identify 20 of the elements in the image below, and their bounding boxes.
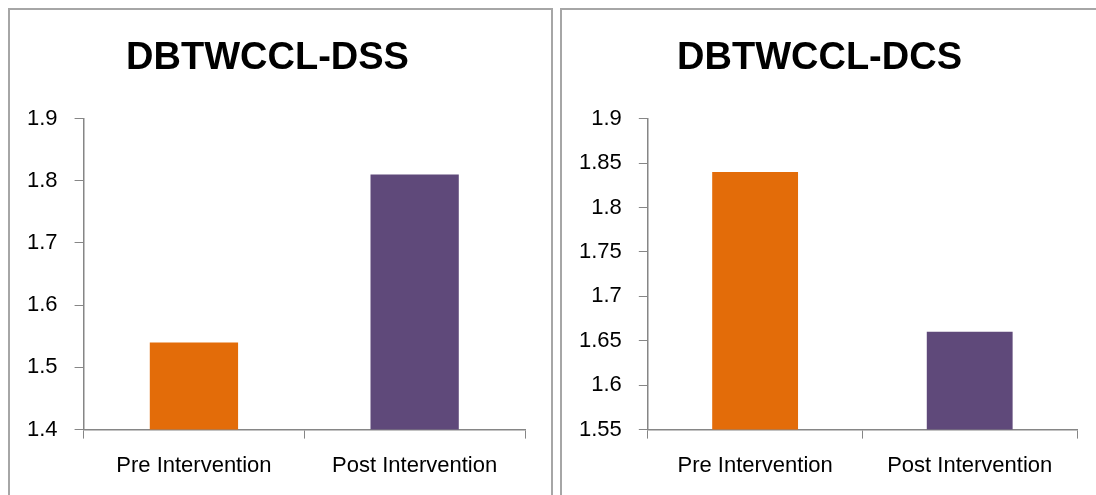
y-tick-label: 1.85 xyxy=(578,149,622,175)
x-tick-label: Pre Intervention xyxy=(677,451,833,477)
y-tick-label: 1.7 xyxy=(591,282,622,308)
y-tick-label: 1.8 xyxy=(26,166,58,192)
y-tick-label: 1.65 xyxy=(578,326,622,352)
y-tick-label: 1.75 xyxy=(578,237,622,263)
chart-title: DBTWCCL-DSS xyxy=(126,35,409,78)
y-tick-label: 1.6 xyxy=(26,291,58,317)
y-tick-label: 1.4 xyxy=(26,415,58,441)
y-tick-label: 1.55 xyxy=(578,415,622,441)
y-tick-label: 1.9 xyxy=(591,104,622,130)
x-tick-label: Post Intervention xyxy=(887,451,1053,477)
x-tick-label: Pre Intervention xyxy=(116,451,272,477)
y-tick-label: 1.8 xyxy=(591,193,622,219)
y-tick-label: 1.7 xyxy=(26,229,58,255)
y-tick-label: 1.9 xyxy=(26,104,58,130)
y-tick-label: 1.6 xyxy=(591,371,622,397)
x-tick-label: Post Intervention xyxy=(332,451,498,477)
chart-title: DBTWCCL-DCS xyxy=(677,35,962,78)
y-tick-label: 1.5 xyxy=(26,353,58,379)
